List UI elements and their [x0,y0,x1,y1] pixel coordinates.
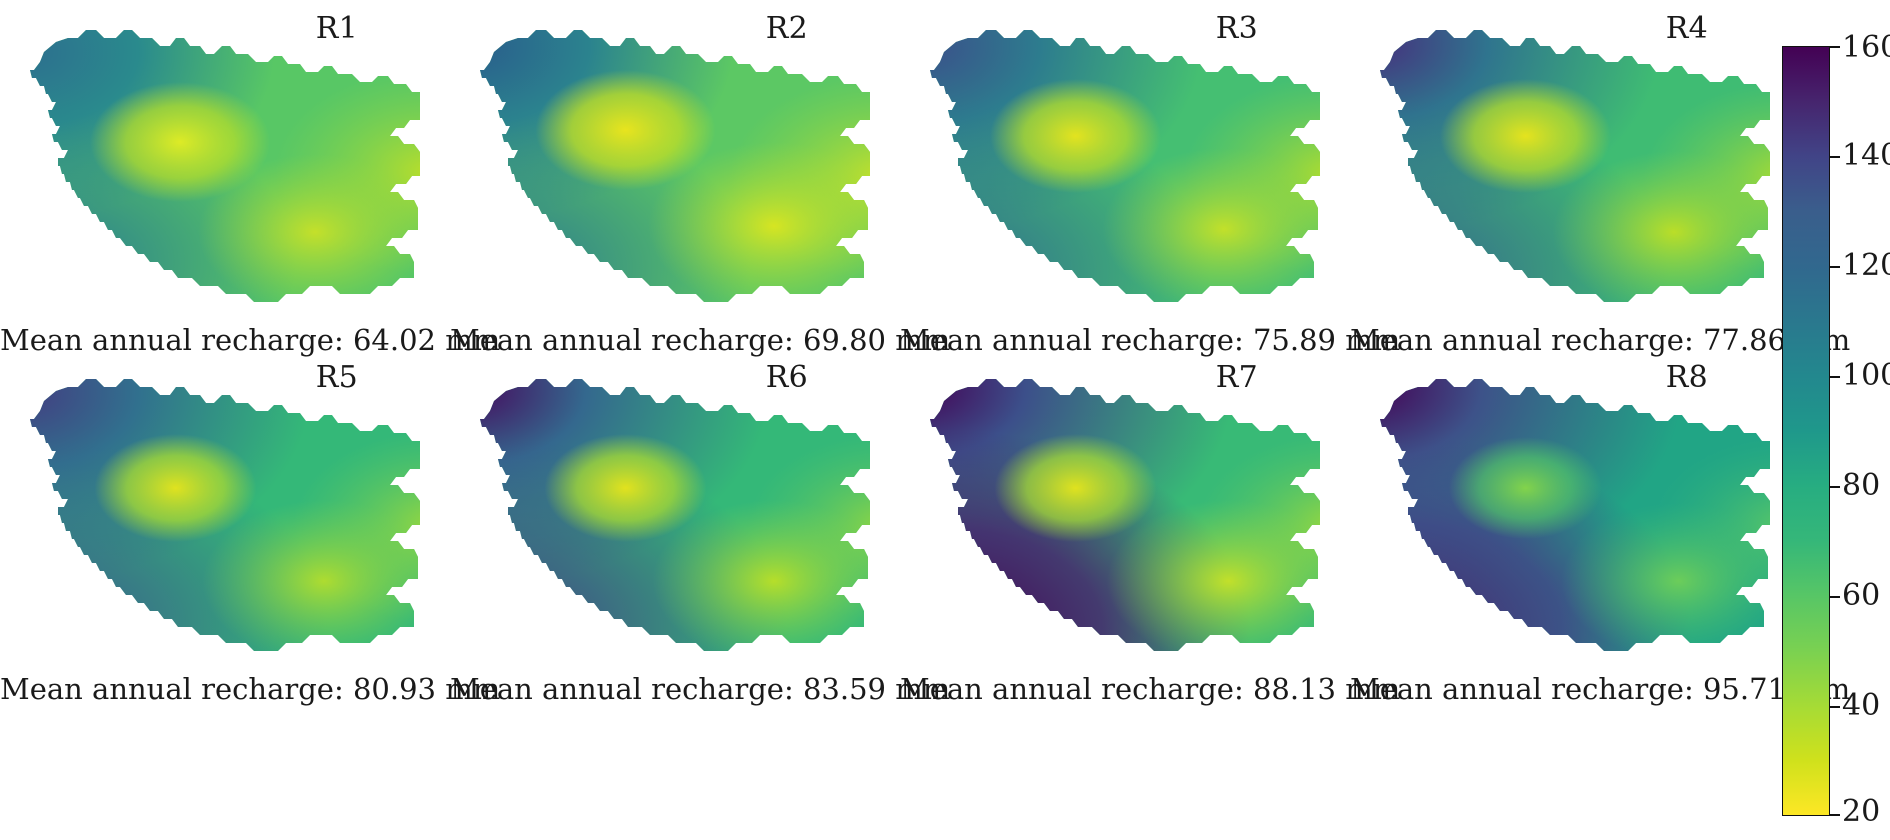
colorbar-tick-140 [1830,156,1840,158]
colorbar-tick-80 [1830,486,1840,488]
basin-polygon-R4 [1380,30,1770,302]
panel-label-R5: R5 [315,360,358,395]
basin-polygon-R1 [30,30,420,302]
colorbar-tick-60 [1830,596,1840,598]
panel-label-R7: R7 [1215,360,1258,395]
colorbar-label-40: 40 [1842,688,1881,723]
recharge-map-R1 [0,16,450,316]
panel-caption-R5: Mean annual recharge: 80.93 mm [0,672,501,706]
panel-label-R2: R2 [765,11,808,46]
panel-R3: R3 Mean annual recharge: 75.89 mm [900,6,1401,426]
basin-polygon-R8 [1380,379,1770,651]
colorbar-label-120: 120 [1842,248,1890,283]
panel-R8: R8 Mean annual recharge: 95.71 mm [1350,355,1851,775]
colorbar-tick-40 [1830,706,1840,708]
recharge-map-R4 [1350,16,1800,316]
panel-R4: R4 Mean annual recharge: 77.86 mm [1350,6,1851,426]
panel-caption-R3: Mean annual recharge: 75.89 mm [900,323,1401,357]
basin-polygon-R7 [930,379,1320,651]
basin-polygon-R2 [480,30,870,302]
panel-caption-R7: Mean annual recharge: 88.13 mm [900,672,1401,706]
colorbar-label-60: 60 [1842,578,1881,613]
panel-R2: R2 Mean annual recharge: 69.80 mm [450,6,951,426]
colorbar-label-80: 80 [1842,468,1881,503]
recharge-map-R5 [0,365,450,665]
basin-polygon-R6 [480,379,870,651]
panel-label-R8: R8 [1665,360,1708,395]
panel-R1: R1 Mean annual recharge: 64.02 mm [0,6,501,426]
recharge-map-R8 [1350,365,1800,665]
basin-polygon-R5 [30,379,420,651]
panel-label-R3: R3 [1215,11,1258,46]
panel-caption-R6: Mean annual recharge: 83.59 mm [450,672,951,706]
colorbar-tick-120 [1830,266,1840,268]
panel-caption-R4: Mean annual recharge: 77.86 mm [1350,323,1851,357]
panel-R5: R5 Mean annual recharge: 80.93 mm [0,355,501,775]
panel-R7: R7 Mean annual recharge: 88.13 mm [900,355,1401,775]
colorbar-tick-100 [1830,376,1840,378]
panel-R6: R6 Mean annual recharge: 83.59 mm [450,355,951,775]
colorbar-tick-160 [1830,46,1840,48]
colorbar: 160 140 120 100 80 60 40 20 [1782,33,1890,827]
basin-polygon-R3 [930,30,1320,302]
recharge-map-R3 [900,16,1350,316]
recharge-map-R2 [450,16,900,316]
recharge-map-R7 [900,365,1350,665]
colorbar-gradient [1782,46,1830,816]
colorbar-label-140: 140 [1842,138,1890,173]
panel-caption-R1: Mean annual recharge: 64.02 mm [0,323,501,357]
recharge-map-R6 [450,365,900,665]
panel-label-R6: R6 [765,360,808,395]
panel-caption-R2: Mean annual recharge: 69.80 mm [450,323,951,357]
panel-label-R4: R4 [1665,11,1708,46]
colorbar-label-100: 100 [1842,358,1890,393]
colorbar-label-160: 160 [1842,30,1890,65]
colorbar-tick-20 [1830,814,1840,816]
colorbar-label-20: 20 [1842,794,1881,829]
panel-label-R1: R1 [315,11,358,46]
panel-caption-R8: Mean annual recharge: 95.71 mm [1350,672,1851,706]
